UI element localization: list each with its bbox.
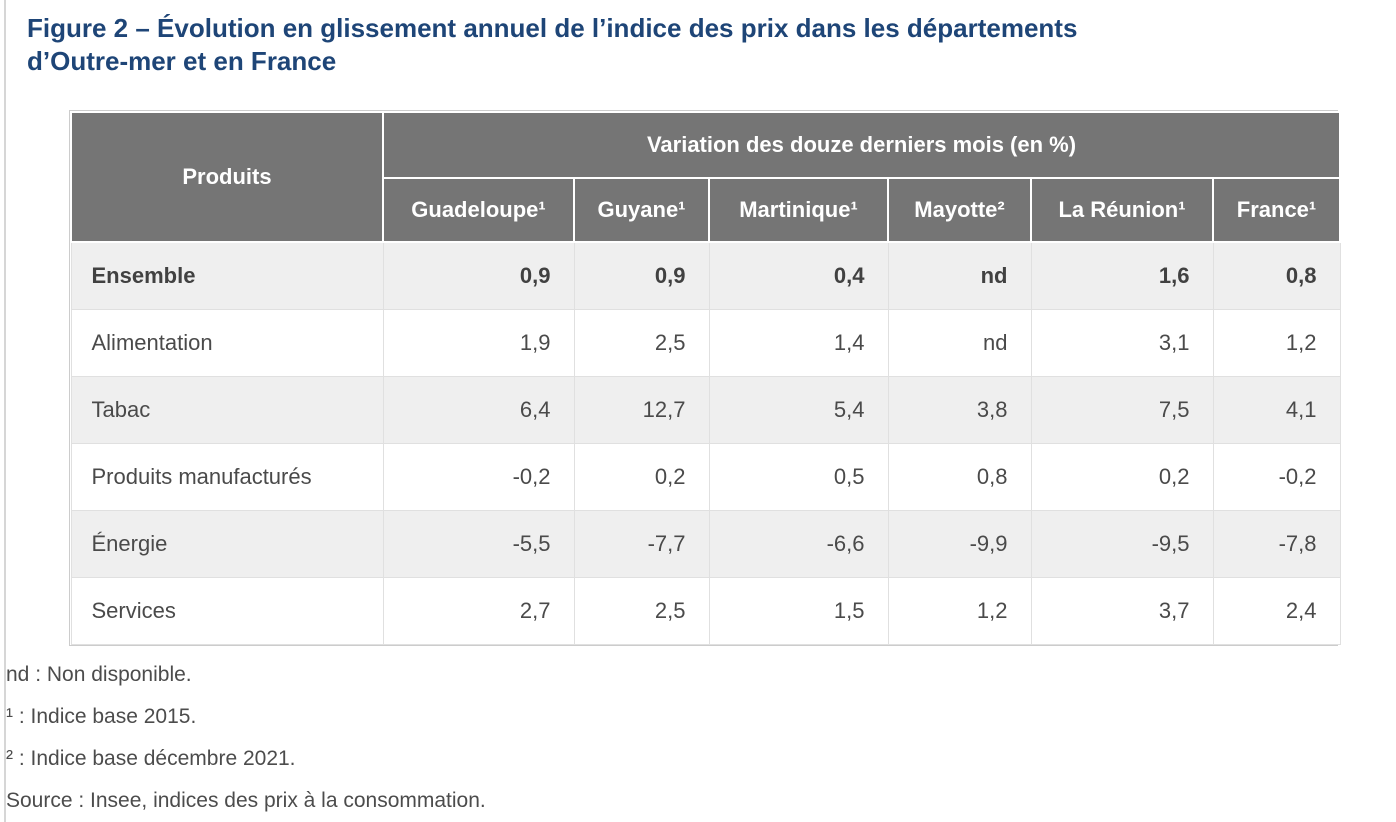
cell-value: -5,5 [382,509,575,578]
cell-value: nd [887,241,1032,310]
row-label: Produits manufacturés [70,442,384,511]
cell-value: nd [887,308,1032,377]
column-header: France¹ [1211,177,1342,243]
cell-value: 3,8 [887,375,1032,444]
cell-value: 3,7 [1030,576,1214,645]
row-label: Services [70,576,384,645]
page-left-rule [4,0,6,822]
footnote-line: Source : Insee, indices des prix à la co… [6,789,486,812]
column-header: Mayotte² [887,177,1032,243]
cell-value: 0,9 [573,241,710,310]
footnote-line: nd : Non disponible. [6,663,192,686]
cell-value: 4,1 [1212,375,1341,444]
footnotes: nd : Non disponible. ¹ : Indice base 2015… [6,654,486,822]
table-row: Ensemble 0,9 0,9 0,4 nd 1,6 0,8 [70,241,1341,310]
figure-title: Figure 2 – Évolution en glissement annue… [27,12,1367,78]
column-header: La Réunion¹ [1030,177,1214,243]
cell-value: 0,4 [708,241,889,310]
table-row: Énergie -5,5 -7,7 -6,6 -9,9 -9,5 -7,8 [70,509,1341,578]
cell-value: -7,8 [1212,509,1341,578]
figure-title-line-1: Figure 2 – Évolution en glissement annue… [27,13,1078,43]
row-label: Alimentation [70,308,384,377]
cell-value: 1,4 [708,308,889,377]
column-header-produits: Produits [70,111,384,243]
cell-value: 12,7 [573,375,710,444]
price-index-table: Produits Variation des douze derniers mo… [70,111,1342,645]
cell-value: 2,7 [382,576,575,645]
cell-value: 5,4 [708,375,889,444]
footnote-line: ² : Indice base décembre 2021. [6,747,296,770]
cell-value: -9,9 [887,509,1032,578]
cell-value: -0,2 [1212,442,1341,511]
table-header: Produits Variation des douze derniers mo… [70,111,1342,243]
row-label: Énergie [70,509,384,578]
cell-value: 2,4 [1212,576,1341,645]
column-header: Guyane¹ [573,177,710,243]
cell-value: 7,5 [1030,375,1214,444]
cell-value: -0,2 [382,442,575,511]
cell-value: 1,2 [887,576,1032,645]
cell-value: -6,6 [708,509,889,578]
figure-title-line-2: d’Outre-mer et en France [27,46,337,76]
cell-value: 0,2 [1030,442,1214,511]
cell-value: 1,6 [1030,241,1214,310]
row-label: Ensemble [70,241,384,310]
cell-value: -9,5 [1030,509,1214,578]
cell-value: 0,5 [708,442,889,511]
table-row: Tabac 6,4 12,7 5,4 3,8 7,5 4,1 [70,375,1341,444]
row-label: Tabac [70,375,384,444]
cell-value: 1,2 [1212,308,1341,377]
region-header-row: Guadeloupe¹ Guyane¹ Martinique¹ Mayotte² La … [71,177,1342,243]
column-header: Guadeloupe¹ [382,177,575,243]
cell-value: 0,8 [887,442,1032,511]
cell-value: 3,1 [1030,308,1214,377]
cell-value: 6,4 [382,375,575,444]
footnote-line: ¹ : Indice base 2015. [6,705,197,728]
table-body: Ensemble 0,9 0,9 0,4 nd 1,6 0,8 Alimentation 1,9… [70,241,1341,645]
cell-value: 2,5 [573,576,710,645]
table-row: Alimentation 1,9 2,5 1,4 nd 3,1 1,2 [70,308,1341,377]
cell-value: 0,8 [1212,241,1341,310]
cell-value: 0,9 [382,241,575,310]
price-index-table-wrapper: Produits Variation des douze derniers mo… [69,110,1342,646]
table-row: Services 2,7 2,5 1,5 1,2 3,7 2,4 [70,576,1341,645]
cell-value: 0,2 [573,442,710,511]
column-header: Martinique¹ [708,177,889,243]
table-row: Produits manufacturés -0,2 0,2 0,5 0,8 0,2 -0,… [70,442,1341,511]
cell-value: -7,7 [573,509,710,578]
cell-value: 1,5 [708,576,889,645]
cell-value: 2,5 [573,308,710,377]
group-header-variation: Variation des douze derniers mois (en %) [381,111,1342,179]
cell-value: 1,9 [382,308,575,377]
